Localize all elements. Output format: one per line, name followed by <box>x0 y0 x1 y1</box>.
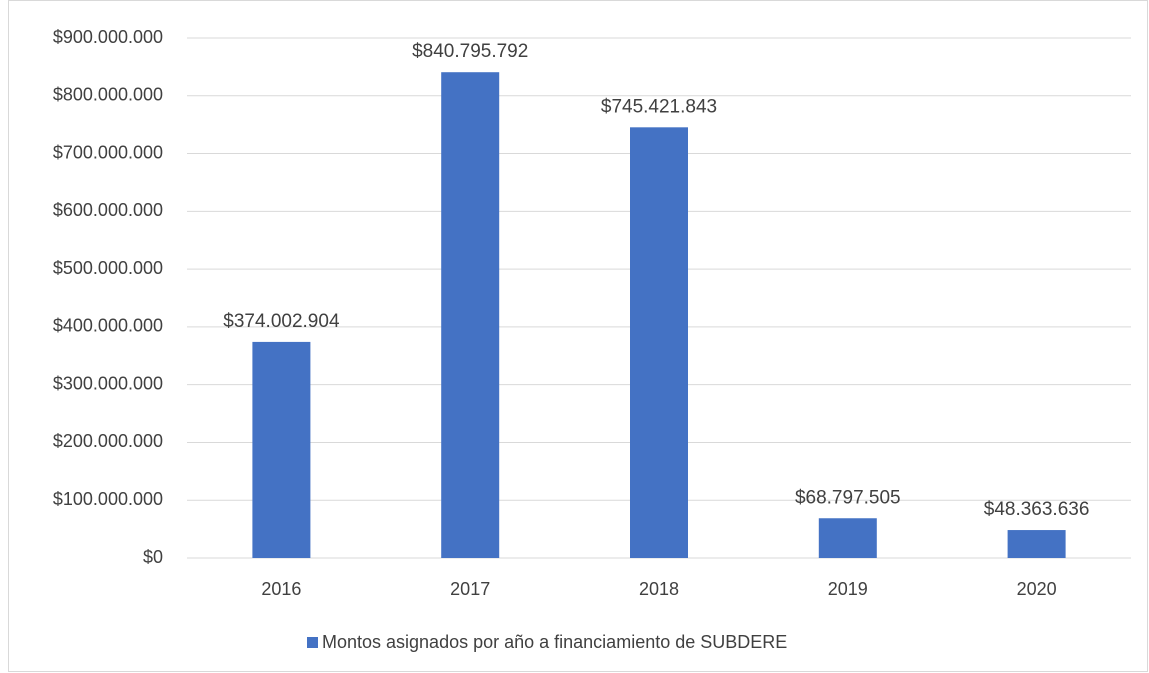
data-label: $68.797.505 <box>795 487 901 508</box>
y-tick-label: $600.000.000 <box>53 200 163 220</box>
y-tick-label: $900.000.000 <box>53 27 163 47</box>
legend-swatch <box>307 637 318 648</box>
legend-label: Montos asignados por año a financiamient… <box>322 632 787 652</box>
y-tick-label: $500.000.000 <box>53 258 163 278</box>
y-tick-label: $300.000.000 <box>53 373 163 393</box>
data-label: $840.795.792 <box>412 41 528 62</box>
y-tick-label: $400.000.000 <box>53 316 163 336</box>
bar <box>441 72 500 558</box>
data-label: $48.363.636 <box>984 499 1090 520</box>
y-tick-label: $100.000.000 <box>53 489 163 509</box>
bar <box>818 518 877 558</box>
bar <box>252 341 311 558</box>
y-tick-label: $700.000.000 <box>53 142 163 162</box>
bar <box>1007 530 1066 558</box>
x-tick-label: 2016 <box>261 579 301 599</box>
y-tick-label: $800.000.000 <box>53 85 163 105</box>
data-label: $374.002.904 <box>223 311 340 332</box>
x-tick-label: 2020 <box>1017 579 1057 599</box>
y-tick-label: $200.000.000 <box>53 431 163 451</box>
chart-frame <box>8 0 1148 672</box>
data-label: $745.421.843 <box>601 96 717 117</box>
y-tick-label: $0 <box>143 547 163 567</box>
x-tick-label: 2017 <box>450 579 490 599</box>
x-tick-label: 2019 <box>828 579 868 599</box>
bar <box>630 127 688 558</box>
x-tick-label: 2018 <box>639 579 679 599</box>
